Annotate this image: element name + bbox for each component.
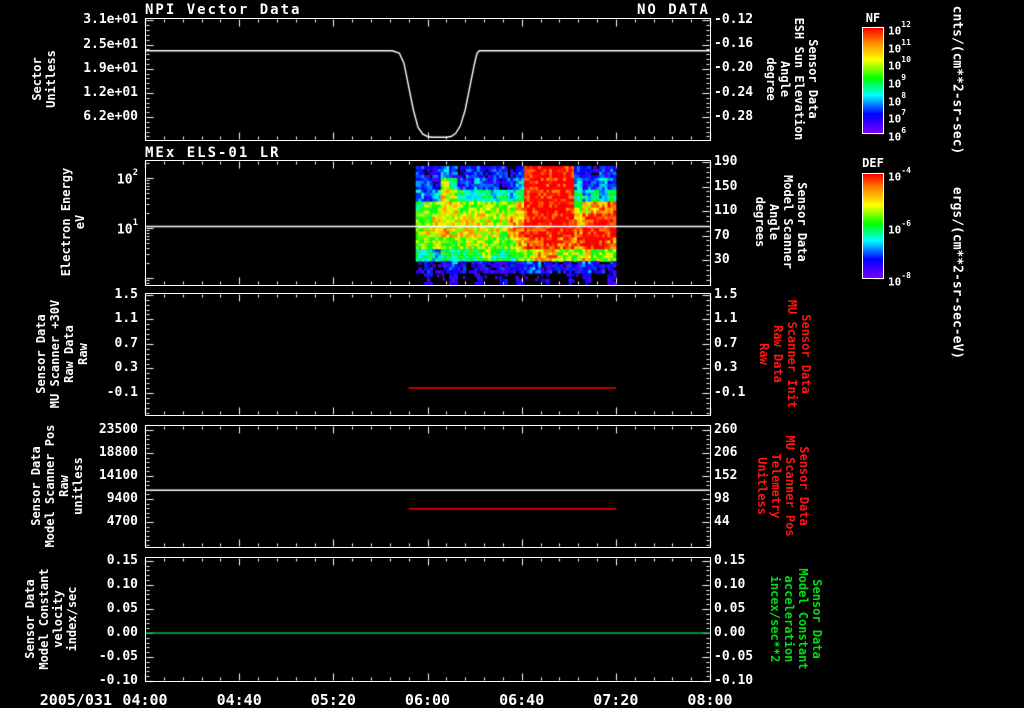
y-tick-label-right: 0.3 bbox=[714, 360, 738, 376]
y-tick-label-left: 14100 bbox=[98, 468, 138, 483]
x-tick-label: 08:00 bbox=[687, 691, 733, 708]
panel-4-frame bbox=[145, 425, 711, 548]
y-tick-label-left: 18800 bbox=[98, 445, 138, 460]
y-tick-label-left: 0.00 bbox=[106, 624, 138, 640]
colorbar-tick-label: 1010 bbox=[888, 55, 911, 73]
colorbar-tick-label: 106 bbox=[888, 126, 907, 144]
def-colorbar-title: DEF bbox=[862, 156, 884, 170]
y-tick-label-left: 101 bbox=[116, 218, 138, 238]
def-colorbar-unit: ergs/(cm**2-sr-sec-eV) bbox=[949, 186, 965, 360]
y-tick-label-right: 30 bbox=[714, 252, 730, 267]
y-tick-label-right: 98 bbox=[714, 490, 730, 506]
panel-1-title: NPI Vector Data bbox=[145, 2, 302, 18]
colorbar-tick-label: 1012 bbox=[888, 20, 911, 38]
y-tick-label-left: 6.2e+00 bbox=[83, 109, 138, 124]
y-tick-label-right: 0.05 bbox=[714, 600, 746, 616]
y-tick-label-right: -0.24 bbox=[714, 84, 754, 100]
y-tick-label-left: 1.2e+01 bbox=[83, 84, 138, 100]
colorbar-tick-label: 109 bbox=[888, 73, 907, 91]
y-tick-label-left: 0.7 bbox=[114, 335, 138, 351]
x-tick-label: 05:20 bbox=[310, 691, 356, 708]
y-tick-label-right: 0.10 bbox=[714, 576, 746, 592]
nf-colorbar-title: NF bbox=[865, 11, 881, 25]
y-tick-label-right: 150 bbox=[714, 178, 738, 194]
colorbar-tick-label: 1011 bbox=[888, 37, 911, 56]
y-tick-label-right: 0.7 bbox=[714, 335, 738, 351]
y-tick-label-right: -0.10 bbox=[714, 673, 754, 688]
y-tick-label-right: 0.15 bbox=[714, 552, 746, 568]
panel-3-right-axis-label: Sensor Data MU Scanner Init Raw Data Raw bbox=[757, 299, 813, 409]
x-tick-label: 06:40 bbox=[499, 691, 545, 708]
y-tick-label-right: 190 bbox=[714, 154, 738, 170]
y-tick-label-right: 206 bbox=[714, 444, 738, 460]
x-tick-label: 04:40 bbox=[216, 691, 262, 708]
y-tick-label-left: 1.5 bbox=[114, 286, 138, 302]
y-tick-label-right: -0.12 bbox=[714, 12, 754, 27]
y-tick-label-left: 2.5e+01 bbox=[83, 36, 138, 52]
y-tick-label-right: -0.28 bbox=[714, 108, 754, 124]
panel-3-frame bbox=[145, 293, 711, 416]
y-tick-label-right: 152 bbox=[714, 467, 738, 483]
panel-1-frame bbox=[145, 18, 711, 141]
colorbar-tick-label: 10-4 bbox=[888, 166, 911, 184]
y-tick-label-right: -0.20 bbox=[714, 60, 754, 76]
y-tick-label-right: 260 bbox=[714, 421, 738, 437]
y-tick-label-right: -0.05 bbox=[714, 648, 754, 664]
panel-1-left-axis-label: Sector Unitless bbox=[30, 50, 58, 108]
y-tick-label-right: -0.16 bbox=[714, 36, 754, 52]
panel-2-frame bbox=[145, 160, 711, 286]
y-tick-label-left: 0.3 bbox=[114, 360, 138, 376]
y-tick-label-left: 4700 bbox=[106, 514, 138, 529]
y-tick-label-left: 23500 bbox=[98, 422, 138, 437]
y-tick-label-left: 0.05 bbox=[106, 600, 138, 616]
y-tick-label-right: -0.1 bbox=[714, 384, 746, 400]
y-tick-label-left: 1.9e+01 bbox=[83, 60, 138, 76]
y-tick-label-left: 3.1e+01 bbox=[83, 12, 138, 28]
nf-colorbar bbox=[862, 27, 884, 134]
y-tick-label-right: 1.1 bbox=[714, 311, 738, 327]
y-tick-label-right: 1.5 bbox=[714, 286, 738, 302]
panel-2-right-axis-label: Sensor Data Model Scanner Angle degrees bbox=[753, 175, 809, 269]
x-tick-label: 07:20 bbox=[593, 691, 639, 708]
panel-4-right-axis-label: Sensor Data MU Scanner Pos Telemetry Uni… bbox=[755, 435, 811, 537]
y-tick-label-left: 1.1 bbox=[114, 311, 138, 327]
y-tick-label-left: 102 bbox=[116, 168, 138, 188]
y-tick-label-right: 70 bbox=[714, 227, 730, 243]
y-tick-label-left: -0.05 bbox=[98, 648, 138, 664]
panel-2-title: MEx ELS-01 LR bbox=[145, 145, 281, 161]
nf-colorbar-unit: cnts/(cm**2-sr-sec) bbox=[949, 5, 965, 155]
y-tick-label-left: 9400 bbox=[106, 491, 138, 506]
y-tick-label-left: 0.15 bbox=[106, 552, 138, 568]
y-tick-label-right: 0.00 bbox=[714, 624, 746, 640]
def-colorbar bbox=[862, 173, 884, 279]
y-tick-label-left: 0.10 bbox=[106, 576, 138, 592]
x-axis-date-label: 2005/031 bbox=[39, 691, 112, 708]
panel-5-frame bbox=[145, 557, 711, 682]
colorbar-tick-label: 108 bbox=[888, 90, 907, 109]
colorbar-tick-label: 10-6 bbox=[888, 218, 911, 237]
colorbar-tick-label: 107 bbox=[888, 108, 907, 126]
y-tick-label-left: -0.1 bbox=[106, 384, 138, 400]
x-tick-label: 06:00 bbox=[404, 691, 451, 708]
panel-1-status: NO DATA bbox=[636, 2, 710, 18]
panel-1-right-axis-label: Sensor Data ESH Sun Elevation Angle degr… bbox=[764, 17, 820, 141]
y-tick-label-left: -0.10 bbox=[98, 673, 138, 688]
y-tick-label-right: 110 bbox=[714, 203, 738, 219]
y-tick-label-right: 44 bbox=[714, 513, 730, 529]
panel-4-left-axis-label: Sensor Data Model Scanner Pos Raw unitle… bbox=[29, 424, 85, 548]
colorbar-tick-label: 10-8 bbox=[888, 271, 911, 289]
x-tick-label: 04:00 bbox=[122, 691, 168, 708]
panel-5-right-axis-label: Sensor Data Model Constant acceleration … bbox=[768, 568, 824, 670]
